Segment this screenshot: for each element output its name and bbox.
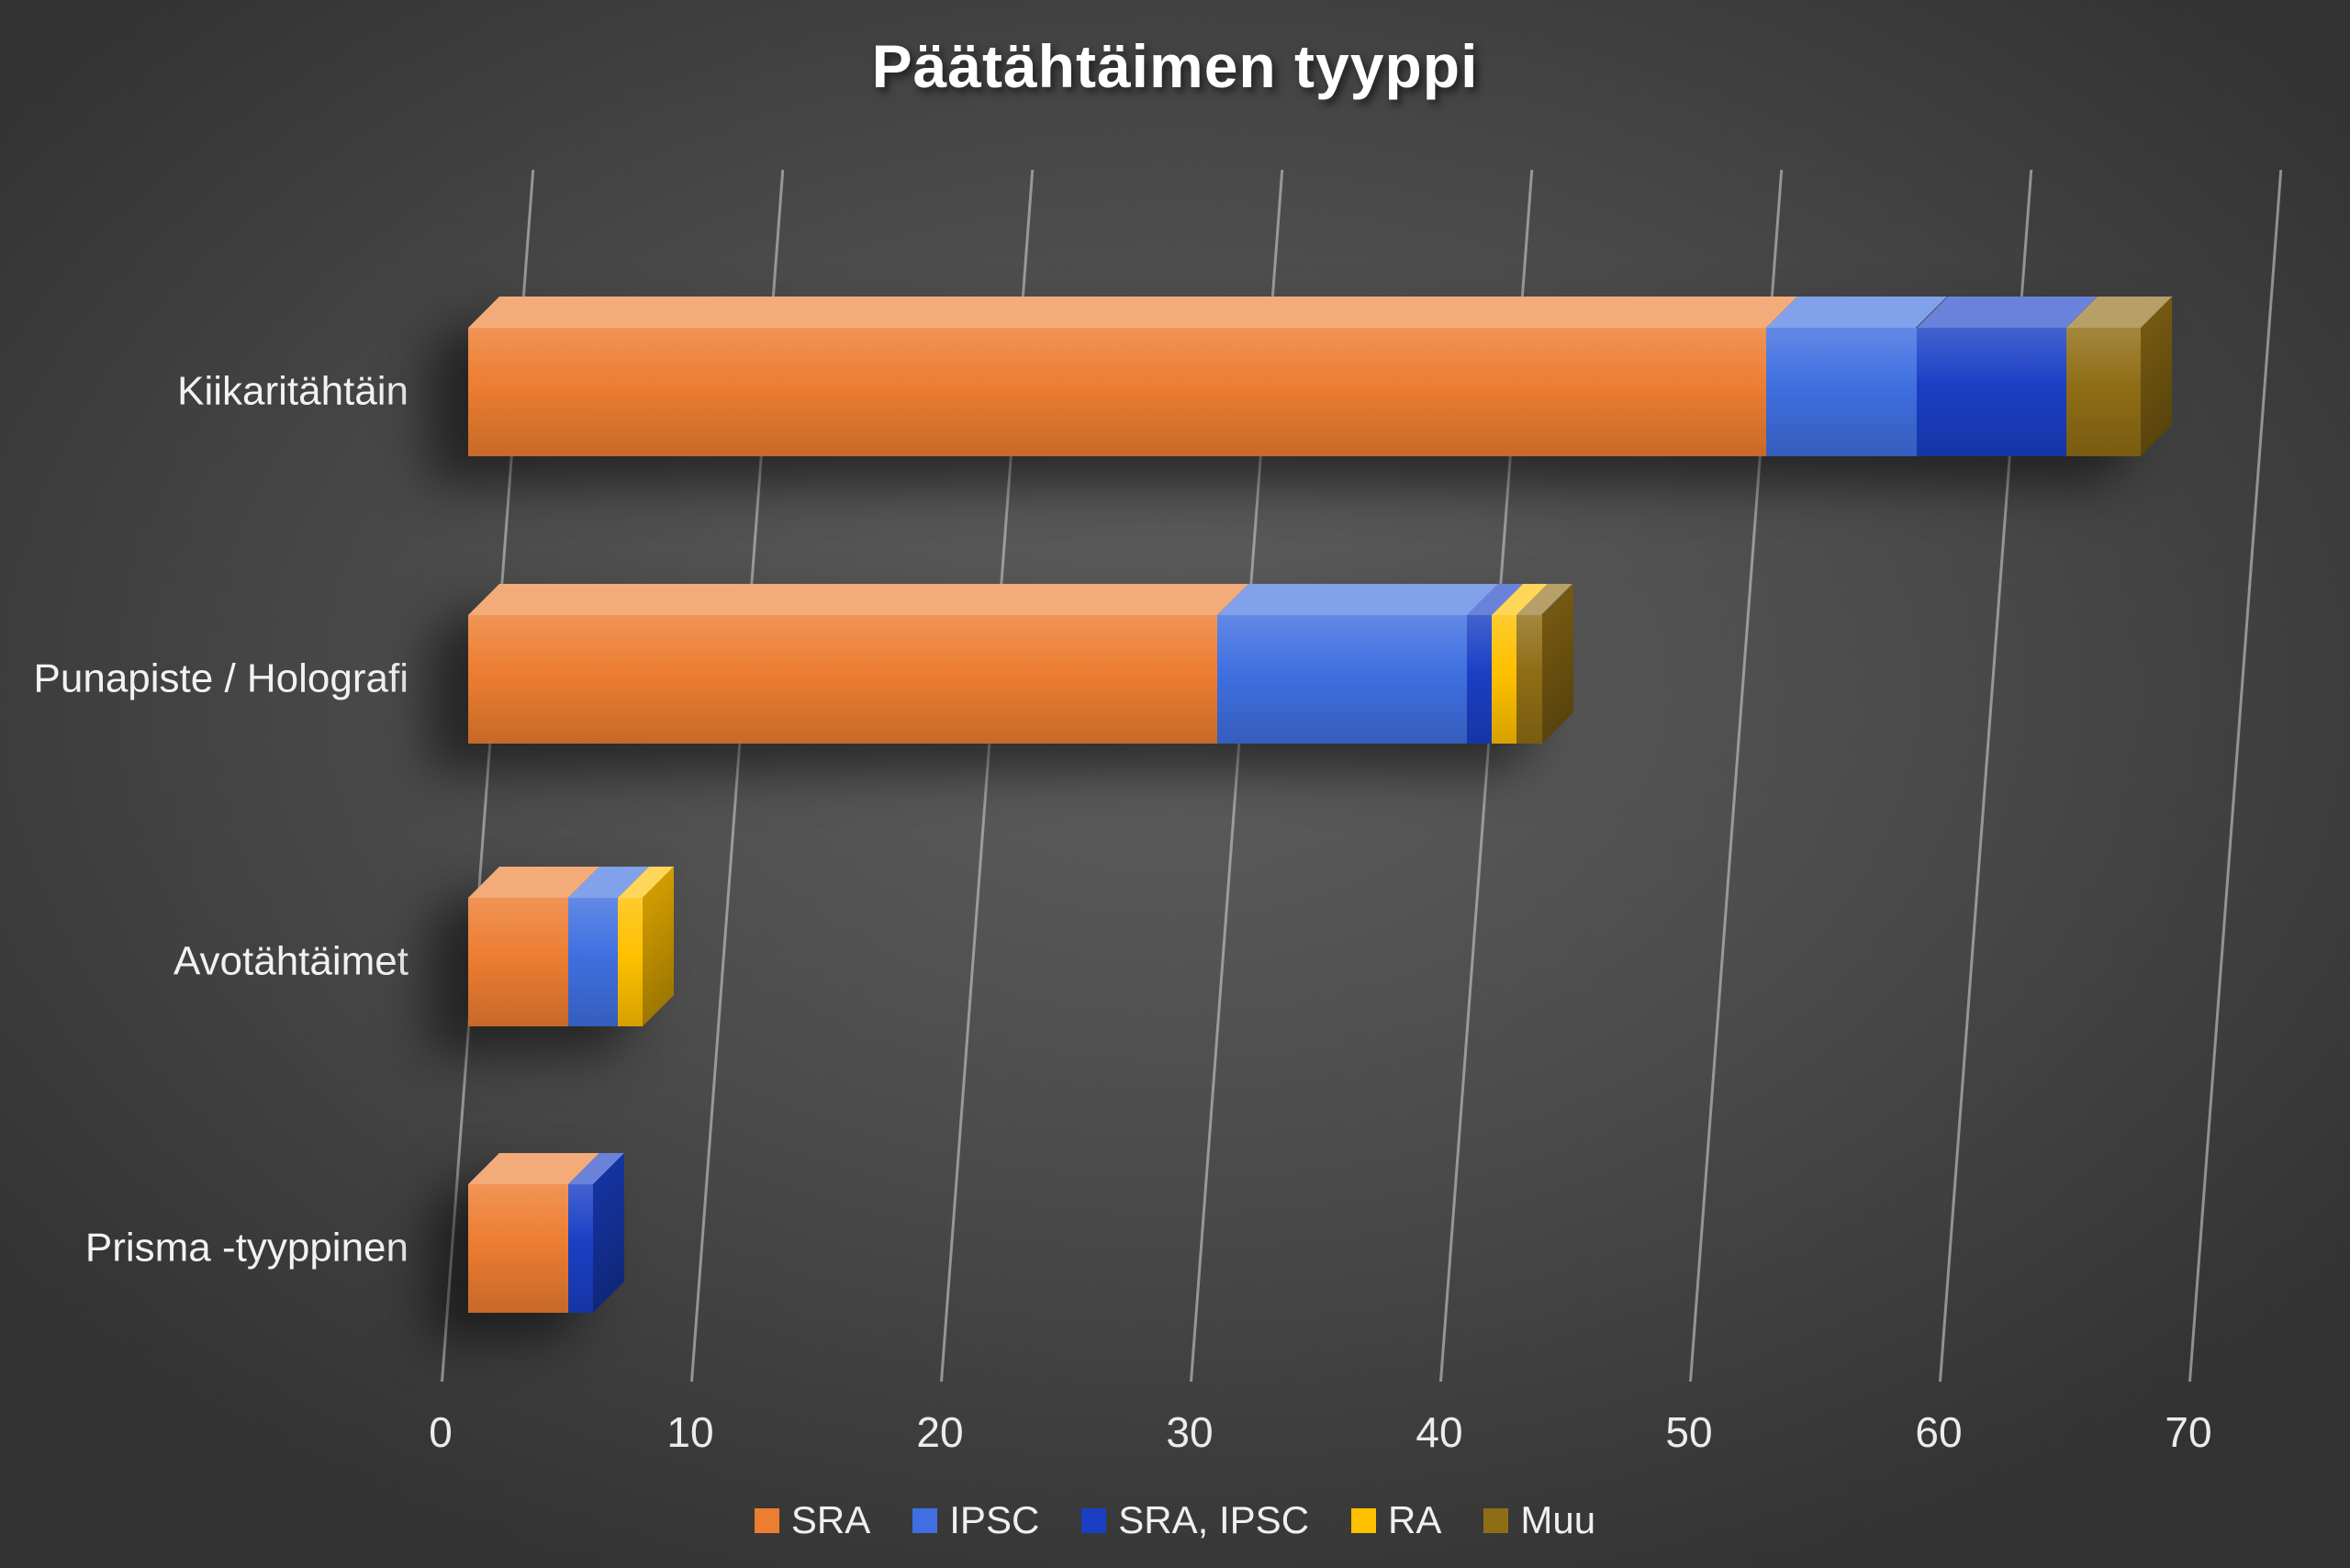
x-axis-tick-label: 10 — [666, 1408, 714, 1456]
bar-segment-muu — [1516, 615, 1542, 744]
gridline-70 — [2188, 170, 2283, 1382]
x-axis-tick-label: 0 — [429, 1408, 453, 1456]
bar-segment-sra-ipsc — [1467, 615, 1493, 744]
bar-segment-sra — [468, 898, 568, 1026]
legend-swatch-sra-ipsc — [1081, 1507, 1107, 1533]
legend-label-sra-ipsc: SRA, IPSC — [1118, 1498, 1310, 1541]
legend-label-muu: Muu — [1520, 1498, 1596, 1541]
legend-item-ipsc: IPSC — [912, 1498, 1039, 1542]
legend-label-ra: RA — [1388, 1498, 1442, 1541]
bar-segment-ipsc — [1766, 328, 1917, 456]
bar-segment-ipsc — [1217, 615, 1467, 744]
bar-top-face-ipsc — [1217, 584, 1498, 615]
bar-segment-sra-ipsc — [1916, 328, 2066, 456]
legend-item-sra: SRA — [754, 1498, 871, 1542]
legend-label-sra: SRA — [790, 1498, 871, 1541]
bar-top-face-sra — [468, 297, 1798, 328]
x-axis-tick-label: 60 — [1915, 1408, 1963, 1456]
legend: SRA IPSC SRA, IPSC RA Muu — [0, 1498, 2350, 1542]
chart-title: Päätähtäimen tyyppi — [871, 32, 1479, 100]
legend-item-sra-ipsc: SRA, IPSC — [1081, 1498, 1309, 1542]
legend-swatch-sra — [754, 1507, 779, 1533]
bar-segment-ra — [618, 898, 643, 1026]
category-label-prisma-tyyppinen: Prisma -tyyppinen — [84, 1225, 408, 1271]
bar-segment-sra — [468, 1184, 568, 1313]
bar-segment-sra — [468, 328, 1767, 456]
bar-top-face-sra — [468, 584, 1248, 615]
category-label-kiikarit-ht-in: Kiikaritähtäin — [177, 368, 408, 414]
category-label-punapiste-holografi: Punapiste / Holografi — [33, 655, 408, 701]
bar-segment-muu — [2065, 328, 2142, 456]
legend-label-ipsc: IPSC — [949, 1498, 1040, 1541]
x-axis-tick-label: 70 — [2165, 1408, 2212, 1456]
legend-item-ra: RA — [1351, 1498, 1441, 1542]
legend-swatch-ipsc — [912, 1507, 938, 1533]
bar-segment-ipsc — [567, 898, 619, 1026]
legend-swatch-muu — [1483, 1507, 1509, 1533]
x-axis-tick-label: 30 — [1166, 1408, 1214, 1456]
bar-segment-sra — [468, 615, 1217, 744]
category-label-avot-ht-imet: Avotähtäimet — [173, 938, 408, 984]
x-axis-tick-label: 20 — [916, 1408, 964, 1456]
legend-item-muu: Muu — [1483, 1498, 1595, 1542]
legend-swatch-ra — [1351, 1507, 1377, 1533]
bar-segment-ra — [1492, 615, 1517, 744]
x-axis-tick-label: 40 — [1416, 1408, 1463, 1456]
bar-segment-sra-ipsc — [567, 1184, 593, 1313]
x-axis-tick-label: 50 — [1665, 1408, 1713, 1456]
